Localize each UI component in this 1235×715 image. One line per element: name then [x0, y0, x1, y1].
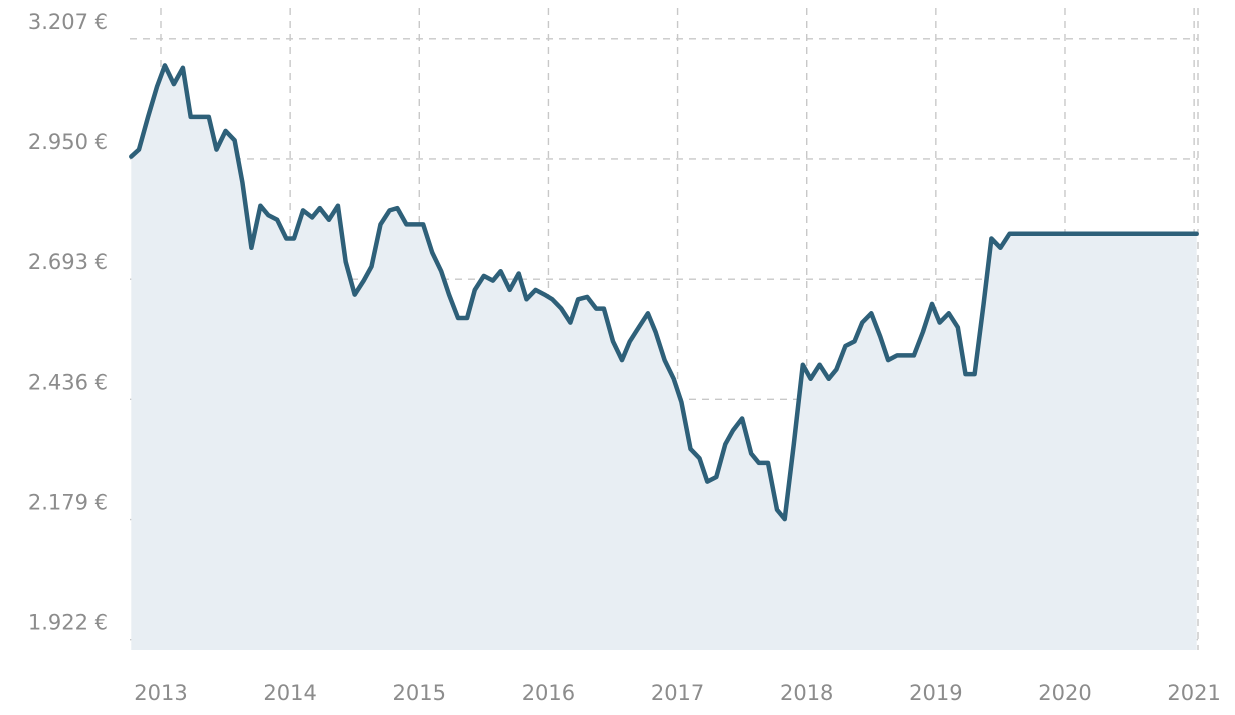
y-tick-label: 2.950 € — [28, 130, 108, 154]
y-tick-label: 3.207 € — [28, 10, 108, 34]
x-tick-label: 2013 — [134, 681, 187, 705]
x-tick-label: 2017 — [651, 681, 704, 705]
x-tick-label: 2015 — [393, 681, 446, 705]
x-axis: 2013 2014 2015 2016 2017 2018 2019 2020 2021 — [134, 681, 1221, 705]
x-tick-label: 2021 — [1167, 681, 1220, 705]
y-tick-label: 2.693 € — [28, 250, 108, 274]
x-tick-label: 2016 — [522, 681, 575, 705]
x-tick-label: 2019 — [909, 681, 962, 705]
y-axis: 3.207 € 2.950 € 2.693 € 2.436 € 2.179 € 1.922… — [28, 10, 108, 635]
y-tick-label: 2.436 € — [28, 370, 108, 394]
x-tick-label: 2018 — [780, 681, 833, 705]
y-tick-label: 1.922 € — [28, 611, 108, 635]
x-tick-label: 2020 — [1038, 681, 1091, 705]
series-line — [129, 63, 1199, 522]
x-tick-label: 2014 — [263, 681, 316, 705]
y-tick-label: 2.179 € — [28, 491, 108, 515]
